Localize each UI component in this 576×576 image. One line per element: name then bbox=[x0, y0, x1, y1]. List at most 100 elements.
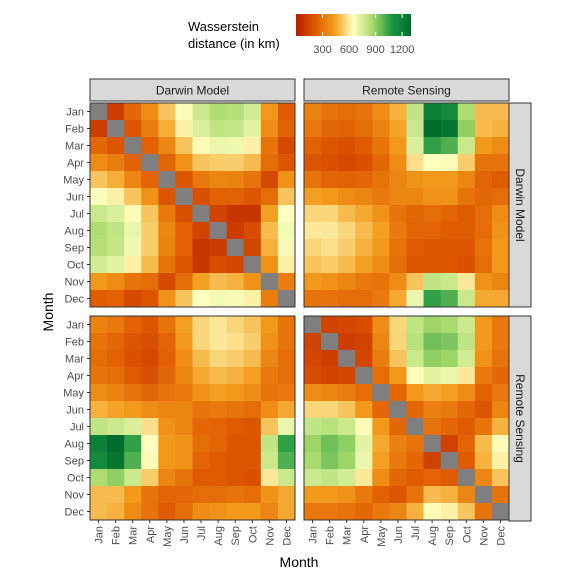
heatmap-cell bbox=[243, 154, 262, 172]
heatmap-cell bbox=[260, 205, 279, 223]
heatmap-cell bbox=[474, 418, 493, 436]
x-tick-label: Dec bbox=[495, 526, 507, 546]
heatmap-cell bbox=[474, 171, 493, 189]
x-tick-label: May bbox=[376, 526, 388, 547]
heatmap-cell bbox=[355, 154, 373, 172]
heatmap-cell bbox=[474, 137, 493, 155]
heatmap-cell bbox=[491, 154, 510, 172]
heatmap-cell bbox=[406, 120, 424, 138]
heatmap-cell bbox=[491, 367, 510, 385]
heatmap-cell bbox=[175, 486, 193, 504]
heatmap-cell bbox=[406, 316, 424, 334]
x-tick-label: Jan bbox=[94, 526, 106, 544]
heatmap-cell-diagonal bbox=[304, 316, 322, 334]
heatmap-cell bbox=[175, 401, 193, 419]
heatmap-cell bbox=[209, 103, 228, 121]
heatmap-cell bbox=[491, 222, 510, 240]
heatmap-cell bbox=[124, 154, 142, 172]
heatmap-cell bbox=[389, 316, 407, 334]
heatmap-cell bbox=[423, 503, 442, 521]
heatmap-cell bbox=[260, 469, 279, 487]
heatmap-cell bbox=[124, 222, 142, 240]
heatmap-cell bbox=[355, 469, 373, 487]
heatmap-cell bbox=[457, 222, 476, 240]
x-tick-label: Jun bbox=[179, 526, 191, 544]
heatmap-cell bbox=[491, 239, 510, 257]
heatmap-cell bbox=[406, 469, 424, 487]
heatmap-cell bbox=[406, 222, 424, 240]
heatmap-cell bbox=[209, 367, 228, 385]
heatmap-cell bbox=[107, 452, 125, 470]
x-tick-label: Apr bbox=[145, 526, 157, 543]
heatmap-cell bbox=[277, 452, 296, 470]
heatmap-cell bbox=[440, 401, 459, 419]
heatmap-cell bbox=[124, 103, 142, 121]
heatmap-cell bbox=[457, 503, 476, 521]
heatmap-cell bbox=[423, 316, 442, 334]
heatmap-cell-diagonal bbox=[355, 367, 373, 385]
heatmap-cell bbox=[321, 418, 339, 436]
x-tick-label: Oct bbox=[461, 526, 473, 543]
heatmap-cell bbox=[175, 350, 193, 368]
heatmap-cell-diagonal bbox=[175, 188, 193, 206]
heatmap-cell bbox=[406, 273, 424, 291]
heatmap-cell bbox=[457, 205, 476, 223]
heatmap-cell-diagonal bbox=[226, 239, 245, 257]
heatmap-cell bbox=[90, 469, 108, 487]
heatmap-cell bbox=[304, 120, 322, 138]
x-tick-label: Oct bbox=[247, 526, 259, 543]
heatmap-cell bbox=[406, 384, 424, 402]
heatmap-cell bbox=[338, 316, 356, 334]
heatmap-cell bbox=[406, 188, 424, 206]
heatmap-cell bbox=[355, 222, 373, 240]
heatmap-cell bbox=[321, 239, 339, 257]
heatmap-cell bbox=[192, 384, 210, 402]
heatmap-cell bbox=[209, 239, 228, 257]
heatmap-cell bbox=[107, 384, 125, 402]
heatmap-cell-diagonal bbox=[141, 154, 159, 172]
heatmap-cell bbox=[175, 103, 193, 121]
heatmap-cell bbox=[457, 333, 476, 351]
heatmap-cell bbox=[321, 273, 339, 291]
heatmap-cell bbox=[260, 486, 279, 504]
heatmap-cell bbox=[491, 137, 510, 155]
heatmap-cell bbox=[491, 290, 510, 308]
heatmap-cell bbox=[141, 316, 159, 334]
heatmap-cell bbox=[90, 290, 108, 308]
heatmap-cell bbox=[192, 154, 210, 172]
heatmap-cell bbox=[491, 384, 510, 402]
heatmap-cell bbox=[457, 103, 476, 121]
heatmap-cell bbox=[226, 188, 245, 206]
heatmap-cell bbox=[107, 401, 125, 419]
heatmap-cell bbox=[423, 171, 442, 189]
heatmap-cell bbox=[491, 205, 510, 223]
heatmap-cell bbox=[423, 103, 442, 121]
heatmap-cell bbox=[440, 137, 459, 155]
heatmap-cell bbox=[372, 256, 390, 274]
heatmap-cell bbox=[260, 137, 279, 155]
heatmap-cell bbox=[226, 401, 245, 419]
heatmap-cell-diagonal bbox=[90, 103, 108, 121]
heatmap-cell bbox=[226, 290, 245, 308]
heatmap-cell bbox=[389, 418, 407, 436]
heatmap-cell bbox=[107, 137, 125, 155]
heatmap-cell bbox=[338, 367, 356, 385]
heatmap-cell bbox=[192, 367, 210, 385]
heatmap-cell bbox=[406, 486, 424, 504]
y-tick-label: Jan bbox=[66, 320, 84, 332]
heatmap-cell bbox=[141, 333, 159, 351]
heatmap-cell bbox=[124, 188, 142, 206]
heatmap-cell-diagonal bbox=[372, 384, 390, 402]
y-tick-label: May bbox=[63, 388, 84, 400]
heatmap-cell bbox=[474, 154, 493, 172]
heatmap-cell bbox=[474, 469, 493, 487]
heatmap-cell bbox=[124, 435, 142, 453]
heatmap-cell bbox=[124, 316, 142, 334]
heatmap-cell bbox=[491, 435, 510, 453]
heatmap-cell bbox=[277, 418, 296, 436]
heatmap-cell bbox=[90, 171, 108, 189]
heatmap-cell bbox=[141, 239, 159, 257]
x-tick-label: Apr bbox=[359, 526, 371, 543]
heatmap-cell bbox=[277, 188, 296, 206]
heatmap-cell bbox=[90, 137, 108, 155]
